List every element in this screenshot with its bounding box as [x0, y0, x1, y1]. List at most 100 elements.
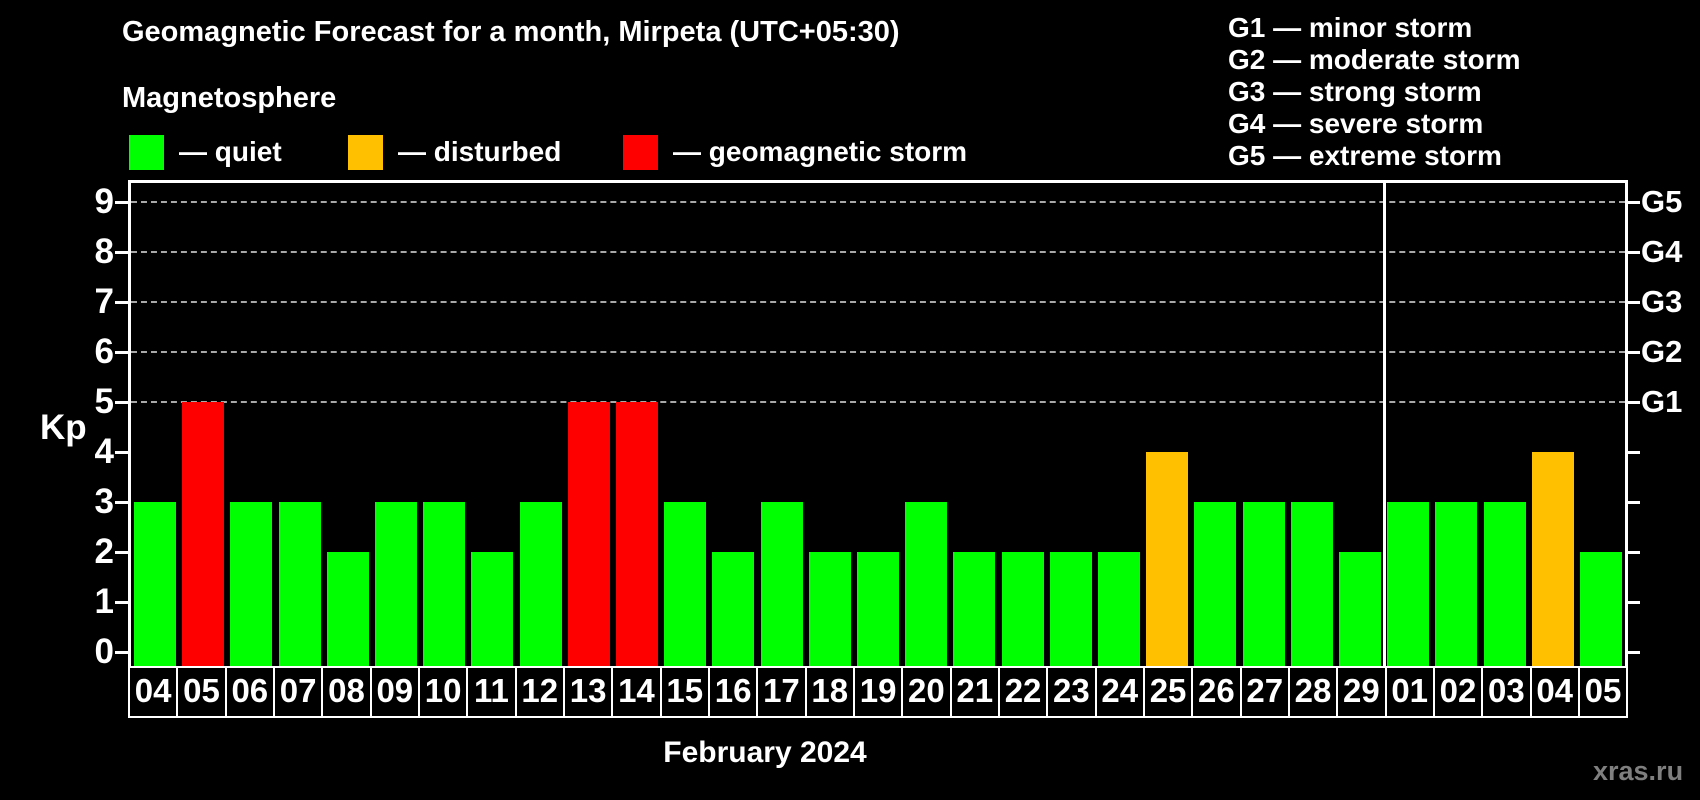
legend-item-quiet: — quiet — [129, 134, 282, 170]
date-cell: 19 — [852, 666, 904, 718]
magnetosphere-label: Magnetosphere — [122, 82, 337, 114]
y-tick-label-5: 5 — [94, 382, 114, 421]
date-axis-row: 04 05 06 07 08 09 10 11 12 13 14 15 16 17 18 19 20 21 22 23… — [128, 666, 1629, 718]
kp-bar-day-18-kp2 — [808, 552, 851, 666]
y-tick-right-6 — [1625, 351, 1640, 354]
kp-bar-day-03-kp3 — [1483, 502, 1526, 666]
g-legend-line: G3 — strong storm — [1228, 76, 1482, 107]
y-tick-right-7 — [1625, 301, 1640, 304]
kp-bar-day-14-kp5 — [616, 402, 659, 666]
kp-bar-day-19-kp2 — [857, 552, 899, 666]
date-cell: 09 — [369, 666, 420, 718]
date-cell: 27 — [1239, 666, 1290, 718]
kp-bar-day-17-kp3 — [760, 502, 803, 666]
date-cell: 10 — [417, 666, 469, 718]
g-axis-label-G5: G5 — [1641, 184, 1683, 219]
g-legend-line: G5 — extreme storm — [1228, 140, 1502, 171]
date-cell: 18 — [804, 666, 855, 718]
kp-bar-day-28-kp3 — [1290, 502, 1333, 666]
y-tick-left-8 — [115, 251, 131, 254]
date-cell: 11 — [466, 666, 517, 718]
legend-label: — quiet — [179, 136, 282, 167]
g-axis-label-G2: G2 — [1641, 334, 1683, 369]
g-scale-legend: G1 — minor storm G2 — moderate storm G3 — … — [1228, 12, 1521, 172]
y-tick-label-6: 6 — [94, 332, 114, 371]
y-tick-left-7 — [115, 301, 131, 304]
kp-bar-day-04-kp3 — [134, 502, 177, 666]
y-tick-left-9 — [115, 201, 131, 204]
date-cell: 05 — [1577, 666, 1629, 718]
y-tick-left-3 — [115, 501, 131, 504]
legend-label: — disturbed — [398, 136, 562, 167]
legend-item-storm: — geomagnetic storm — [623, 134, 967, 170]
kp-bar-day-29-kp2 — [1338, 552, 1381, 666]
y-tick-right-4 — [1625, 451, 1640, 454]
date-cell: 01 — [1384, 666, 1435, 718]
kp-bar-day-26-kp3 — [1194, 502, 1237, 666]
date-cell: 03 — [1481, 666, 1532, 718]
chart-title: Geomagnetic Forecast for a month, Mirpet… — [122, 16, 900, 48]
kp-bar-day-24-kp2 — [1097, 552, 1140, 666]
y-tick-left-4 — [115, 451, 131, 454]
disturbed-swatch — [348, 134, 383, 170]
gridline-kp5 — [131, 401, 1625, 403]
storm-swatch — [623, 134, 658, 170]
y-tick-label-1: 1 — [94, 582, 114, 621]
month-label: February 2024 — [663, 736, 867, 769]
date-cell: 16 — [707, 666, 759, 718]
legend-label: — geomagnetic storm — [673, 136, 968, 167]
quiet-swatch — [129, 134, 164, 170]
y-tick-left-0 — [115, 651, 131, 654]
kp-bar-day-27-kp3 — [1242, 502, 1285, 666]
kp-bar-day-01-kp3 — [1387, 502, 1430, 666]
kp-bar-day-05-kp5 — [182, 402, 225, 666]
plot-area — [128, 180, 1628, 666]
y-tick-right-8 — [1625, 251, 1640, 254]
kp-level-legend: — quiet — disturbed — geomagnetic storm — [129, 134, 1129, 170]
gridline-kp7 — [131, 301, 1625, 303]
y-tick-label-8: 8 — [94, 232, 114, 271]
date-cell: 21 — [949, 666, 1000, 718]
date-cell: 22 — [997, 666, 1049, 718]
kp-bar-day-13-kp5 — [567, 402, 610, 666]
g-axis-label-G3: G3 — [1641, 284, 1683, 319]
date-cell: 23 — [1046, 666, 1097, 718]
date-cell: 24 — [1094, 666, 1145, 718]
kp-bar-day-06-kp3 — [230, 502, 273, 666]
y-tick-label-9: 9 — [94, 182, 114, 221]
kp-bar-day-21-kp2 — [953, 552, 996, 666]
g-legend-line: G4 — severe storm — [1228, 108, 1484, 139]
g-legend-line: G1 — minor storm — [1228, 12, 1473, 43]
date-cell: 07 — [272, 666, 324, 718]
kp-bar-day-25-kp4 — [1146, 452, 1189, 666]
gridline-kp8 — [131, 251, 1625, 253]
kp-bar-day-22-kp2 — [1001, 552, 1044, 666]
g-axis-label-G1: G1 — [1641, 384, 1683, 419]
kp-bar-day-11-kp2 — [471, 552, 514, 666]
date-cell: 02 — [1432, 666, 1484, 718]
month-separator-line — [1382, 183, 1386, 666]
kp-bar-day-05-kp2 — [1579, 552, 1622, 666]
date-cell: 17 — [756, 666, 807, 718]
y-tick-label-0: 0 — [94, 632, 114, 671]
kp-bar-day-09-kp3 — [375, 502, 418, 666]
y-tick-label-7: 7 — [94, 282, 114, 321]
y-tick-right-3 — [1625, 501, 1640, 504]
date-cell: 08 — [321, 666, 372, 718]
date-cell: 29 — [1336, 666, 1387, 718]
gridline-kp6 — [131, 351, 1625, 353]
y-tick-left-1 — [115, 601, 131, 604]
kp-bar-day-15-kp3 — [664, 502, 707, 666]
kp-bar-day-23-kp2 — [1049, 552, 1092, 666]
y-tick-label-4: 4 — [94, 432, 114, 471]
legend-item-disturbed: — disturbed — [348, 134, 561, 170]
y-tick-left-2 — [115, 551, 131, 554]
date-cell: 25 — [1142, 666, 1194, 718]
date-cell: 20 — [901, 666, 952, 718]
kp-bar-day-10-kp3 — [423, 502, 466, 666]
gridline-kp9 — [131, 201, 1625, 203]
date-cell: 14 — [611, 666, 662, 718]
date-cell: 05 — [176, 666, 227, 718]
y-axis-label: Kp — [40, 408, 87, 447]
